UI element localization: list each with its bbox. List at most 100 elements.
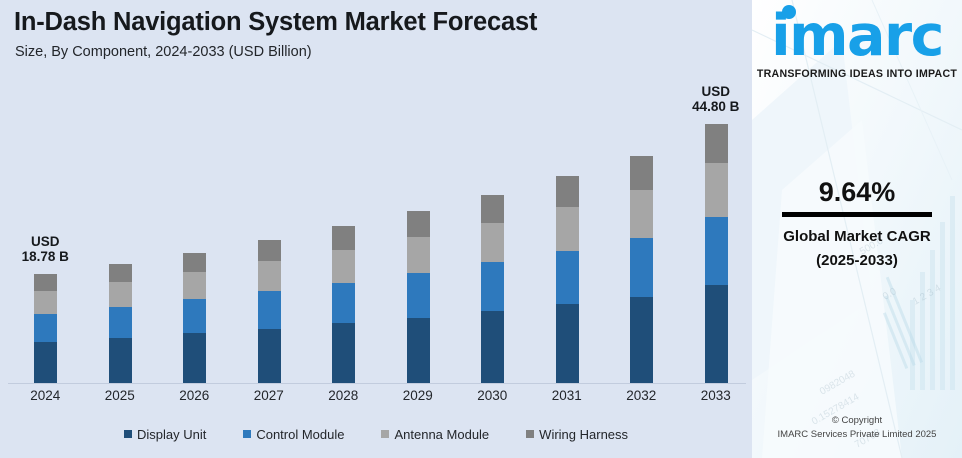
legend-label: Display Unit	[136, 426, 207, 442]
legend-swatch-icon	[123, 430, 132, 438]
cagr-divider	[782, 212, 932, 217]
logo-mark: imarc	[771, 3, 944, 69]
bar-group	[157, 80, 232, 383]
bar-segment	[630, 156, 653, 191]
x-axis-line	[8, 383, 746, 384]
bar-segment	[183, 272, 206, 300]
bar-segment	[108, 306, 132, 338]
bar-segment	[34, 313, 57, 342]
bar-segment	[555, 207, 579, 251]
bar-segment	[704, 124, 728, 163]
bar-group	[679, 80, 754, 383]
bar-segment	[704, 284, 728, 383]
x-axis-tick-label: 2030	[477, 388, 508, 403]
stacked-bar[interactable]	[555, 176, 579, 383]
copyright-line1: © Copyright	[831, 415, 883, 426]
bar-segment	[481, 222, 504, 263]
stacked-bar[interactable]	[108, 263, 132, 383]
bar-segment	[630, 238, 653, 297]
bar-segment	[704, 217, 728, 285]
brand-background-graphic: 500.0 0.0 1 2 3 4 0982048 0.15278414 707…	[752, 0, 962, 458]
legend-label: Antenna Module	[394, 426, 490, 442]
bar-group	[381, 80, 456, 383]
bar-segment	[406, 272, 430, 318]
chart-panel: In-Dash Navigation System Market Forecas…	[0, 8, 752, 445]
start-value-callout: USD 18.78 B	[8, 234, 83, 264]
legend-label: Wiring Harness	[539, 426, 629, 442]
stacked-bar[interactable]	[257, 239, 281, 383]
bar-segment	[257, 328, 281, 383]
bar-segment	[704, 162, 728, 218]
legend-label: Control Module	[256, 426, 345, 442]
legend-item[interactable]: Wiring Harness	[526, 427, 628, 442]
x-axis-tick-label: 2024	[30, 388, 61, 403]
bar-segment	[481, 194, 504, 223]
callout-currency: USD	[701, 84, 730, 99]
bar-segment	[108, 281, 132, 307]
bar-segment	[257, 291, 281, 329]
legend-swatch-icon	[243, 430, 252, 438]
logo-tagline: TRANSFORMING IDEAS INTO IMPACT	[756, 68, 958, 80]
chart-subtitle: Size, By Component, 2024-2033 (USD Billi…	[15, 44, 312, 60]
bar-group	[83, 80, 158, 383]
bar-segment	[555, 176, 579, 208]
x-axis-tick-label: 2033	[700, 388, 731, 403]
bar-segment	[108, 263, 132, 282]
end-value-callout: USD 44.80 B	[679, 84, 754, 114]
bar-segment	[332, 226, 355, 250]
x-axis-labels: 2024 2025 2026 2027 2028 2029 2030 2031 2032 2033	[0, 388, 752, 408]
callout-amount: 44.80 B	[692, 99, 740, 114]
bar-segment	[555, 304, 579, 383]
stacked-bar[interactable]	[34, 274, 57, 383]
x-axis-tick-label: 2025	[104, 388, 135, 403]
stacked-bar[interactable]	[183, 252, 206, 383]
x-axis-tick-label: 2026	[179, 388, 210, 403]
stacked-bar[interactable]	[704, 124, 728, 383]
bar-segment	[630, 296, 653, 383]
bar-segment	[481, 262, 504, 312]
cagr-label-line2: (2025-2033)	[816, 252, 898, 269]
bar-segment	[183, 299, 206, 334]
cagr-value: 9.64%	[818, 177, 896, 207]
bar-segment	[332, 323, 355, 383]
bar-segment	[34, 290, 57, 314]
bar-group	[8, 80, 83, 383]
bar-group	[530, 80, 605, 383]
bar-segment	[183, 333, 206, 383]
stacked-bar[interactable]	[630, 156, 653, 383]
legend-item[interactable]: Display Unit	[123, 426, 207, 442]
bar-segment	[34, 341, 57, 383]
logo-dot-icon	[782, 5, 797, 19]
bar-segment	[332, 249, 355, 283]
bar-group	[604, 80, 679, 383]
bar-group	[232, 80, 307, 383]
bar-segment	[257, 261, 281, 292]
stacked-bar[interactable]	[332, 226, 355, 383]
bar-segment	[183, 252, 206, 273]
legend-swatch-icon	[526, 430, 535, 438]
logo-wordmark: imarc	[771, 3, 944, 69]
bar-segment	[257, 239, 281, 262]
bar-segment	[406, 317, 430, 383]
legend-item[interactable]: Control Module	[243, 427, 344, 442]
bar-segment	[108, 337, 132, 383]
copyright-line2: IMARC Services Private Limited 2025	[777, 429, 937, 440]
imarc-logo: imarc	[752, 3, 962, 69]
page-title: In-Dash Navigation System Market Forecas…	[14, 8, 538, 36]
bar-group	[306, 80, 381, 383]
stacked-bar[interactable]	[481, 194, 504, 383]
x-axis-tick-label: 2032	[626, 388, 657, 403]
x-axis-tick-label: 2027	[253, 388, 284, 403]
legend-swatch-icon	[381, 430, 390, 438]
plot-area: USD 18.78 B USD 44.80 B	[0, 80, 752, 383]
x-axis-tick-label: 2028	[328, 388, 359, 403]
chart-legend: Display Unit Control Module Antenna Module…	[0, 423, 752, 445]
stacked-bar[interactable]	[406, 211, 430, 383]
cagr-label-line1: Global Market CAGR	[783, 228, 931, 245]
x-axis-tick-label: 2031	[551, 388, 582, 403]
bar-segment	[332, 282, 355, 324]
bar-group	[455, 80, 530, 383]
bar-segment	[630, 190, 653, 239]
legend-item[interactable]: Antenna Module	[381, 427, 489, 442]
